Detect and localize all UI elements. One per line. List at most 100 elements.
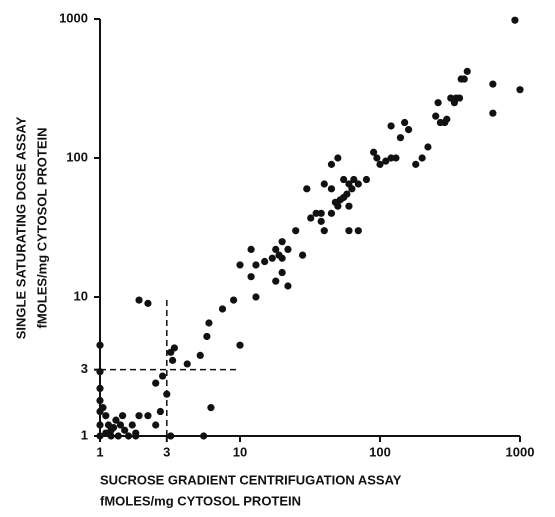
point bbox=[218, 305, 227, 313]
y-tick-label: 10 bbox=[74, 288, 88, 303]
point bbox=[272, 245, 280, 254]
point bbox=[124, 432, 133, 440]
point bbox=[152, 421, 160, 429]
x-tick-label: 1000 bbox=[506, 444, 535, 459]
point bbox=[128, 421, 136, 429]
point bbox=[261, 257, 269, 266]
point bbox=[152, 379, 160, 387]
point bbox=[317, 217, 325, 225]
point bbox=[96, 341, 104, 349]
x-axis-label: fMOLES/mg CYTOSOL PROTEIN bbox=[100, 493, 301, 508]
point bbox=[373, 154, 381, 162]
point bbox=[292, 227, 300, 235]
point bbox=[163, 390, 171, 398]
point bbox=[345, 180, 353, 188]
point bbox=[102, 429, 110, 437]
point bbox=[392, 154, 400, 162]
point bbox=[278, 268, 286, 277]
point bbox=[168, 356, 177, 364]
point bbox=[307, 214, 315, 222]
point bbox=[114, 432, 122, 440]
point bbox=[404, 126, 413, 134]
point bbox=[354, 227, 362, 235]
point bbox=[424, 143, 432, 151]
point bbox=[340, 175, 348, 184]
point bbox=[382, 157, 390, 165]
point bbox=[200, 432, 208, 440]
point bbox=[278, 238, 286, 246]
point bbox=[284, 282, 292, 290]
point bbox=[183, 360, 191, 368]
point bbox=[334, 154, 342, 162]
x-tick-label: 100 bbox=[369, 444, 391, 459]
point bbox=[121, 426, 129, 434]
y-tick-label: 3 bbox=[81, 361, 88, 376]
point bbox=[418, 154, 426, 162]
point bbox=[132, 429, 140, 437]
x-tick-label: 10 bbox=[233, 444, 247, 459]
point bbox=[252, 261, 260, 269]
point bbox=[203, 332, 211, 341]
point bbox=[434, 99, 442, 107]
y-tick-label: 100 bbox=[66, 149, 88, 164]
point bbox=[345, 227, 353, 235]
point bbox=[96, 368, 104, 376]
point bbox=[268, 254, 276, 262]
y-axis-label: SINGLE SATURATING DOSE ASSAY bbox=[13, 116, 28, 339]
point bbox=[299, 251, 307, 259]
point bbox=[284, 245, 292, 254]
point bbox=[252, 293, 260, 301]
point bbox=[412, 160, 420, 168]
x-tick-label: 1 bbox=[96, 444, 103, 459]
point bbox=[376, 160, 384, 168]
point bbox=[489, 109, 497, 117]
point bbox=[340, 193, 348, 202]
point bbox=[144, 299, 152, 307]
point bbox=[247, 273, 255, 281]
point bbox=[135, 412, 143, 420]
point bbox=[387, 122, 395, 130]
point bbox=[99, 404, 107, 412]
point bbox=[272, 277, 280, 285]
point bbox=[303, 185, 311, 193]
point bbox=[159, 372, 167, 380]
point bbox=[401, 118, 409, 127]
point bbox=[327, 209, 336, 217]
point bbox=[511, 16, 519, 24]
point bbox=[96, 396, 104, 405]
point bbox=[96, 384, 104, 393]
point bbox=[354, 180, 362, 188]
point bbox=[320, 227, 328, 235]
point bbox=[135, 296, 143, 304]
point bbox=[102, 412, 110, 420]
point bbox=[196, 351, 204, 360]
point bbox=[345, 202, 353, 210]
point bbox=[362, 175, 371, 184]
point bbox=[320, 180, 328, 188]
point bbox=[327, 160, 336, 168]
point bbox=[369, 148, 378, 156]
point bbox=[229, 296, 238, 304]
point bbox=[516, 86, 524, 94]
point bbox=[96, 432, 104, 440]
point bbox=[436, 118, 444, 127]
point bbox=[144, 412, 152, 420]
point bbox=[112, 416, 120, 424]
point bbox=[156, 407, 164, 416]
point bbox=[447, 94, 455, 102]
point bbox=[116, 421, 125, 429]
y-axis-label: fMOLES/mg CYTOSOL PROTEIN bbox=[34, 127, 49, 328]
point bbox=[167, 348, 175, 356]
point bbox=[167, 432, 175, 440]
point bbox=[205, 319, 213, 327]
point bbox=[236, 261, 244, 269]
point bbox=[457, 75, 465, 83]
point bbox=[275, 251, 283, 259]
point bbox=[327, 185, 336, 193]
point bbox=[317, 209, 325, 217]
point bbox=[96, 421, 104, 429]
point bbox=[247, 245, 255, 254]
point bbox=[109, 423, 118, 432]
y-tick-label: 1000 bbox=[59, 10, 88, 25]
